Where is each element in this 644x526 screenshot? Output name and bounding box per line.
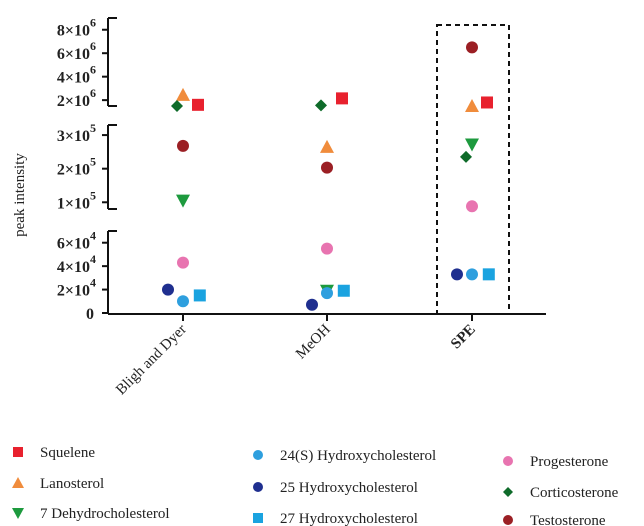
x-category-label: SPE — [448, 322, 479, 353]
legend-label: Lanosterol — [40, 476, 104, 492]
data-point — [337, 284, 350, 297]
legend-marker — [253, 513, 263, 523]
legend-marker — [253, 482, 263, 492]
legend-label: 27 Hydroxycholesterol — [280, 511, 418, 526]
x-category-label: Bligh and Dyer — [113, 322, 190, 399]
data-point — [466, 268, 478, 281]
legend-label: Corticosterone — [530, 485, 619, 501]
y-tick-label: 3×105 — [57, 121, 96, 145]
spe-highlight-box — [436, 24, 510, 315]
data-points — [162, 41, 495, 311]
data-point — [177, 295, 189, 308]
legend-label: Progesterone — [530, 454, 609, 470]
legend-label: Squelene — [40, 445, 95, 461]
legend: Squelene Lanosterol 7 Dehydrocholesterol 24… — [12, 445, 619, 526]
data-point — [321, 242, 333, 255]
y-tick-label: 2×104 — [57, 276, 96, 300]
y-tick-label: 8×106 — [57, 16, 96, 40]
y-tick-label: 6×106 — [57, 39, 96, 63]
legend-marker — [13, 447, 23, 457]
y-tick-label: 2×106 — [57, 86, 96, 110]
y-axis — [102, 17, 117, 314]
data-point — [177, 256, 189, 269]
data-point — [192, 98, 204, 111]
data-point — [466, 41, 478, 54]
y-axis-label: peak intensity — [12, 153, 28, 237]
legend-marker — [253, 450, 263, 460]
data-point — [306, 298, 318, 311]
data-point — [466, 200, 478, 213]
x-axis: Bligh and Dyer MeOH SPE — [108, 313, 546, 399]
x-category-label: MeOH — [293, 321, 334, 362]
data-point — [460, 150, 472, 163]
data-point — [177, 139, 189, 152]
legend-marker — [12, 508, 24, 519]
y-tick-label: 6×104 — [57, 229, 96, 253]
data-point — [176, 87, 190, 101]
legend-label: 25 Hydroxycholesterol — [280, 480, 418, 496]
data-point — [321, 161, 333, 174]
data-point — [193, 289, 206, 302]
data-point — [336, 92, 348, 105]
data-point — [320, 139, 334, 153]
legend-marker — [503, 456, 513, 466]
y-tick-label: 4×104 — [57, 252, 96, 276]
data-point — [321, 287, 333, 300]
data-point — [315, 99, 327, 112]
data-point — [481, 96, 493, 109]
data-point — [482, 268, 495, 281]
legend-label: Testosterone — [530, 513, 606, 526]
legend-marker — [503, 487, 513, 497]
y-tick-label: 4×106 — [57, 63, 96, 87]
legend-marker — [12, 477, 24, 488]
legend-label: 24(S) Hydroxycholesterol — [280, 448, 436, 464]
legend-marker — [503, 515, 513, 525]
data-point — [451, 268, 463, 281]
y-tick-label: 1×105 — [57, 188, 96, 212]
data-point — [162, 283, 174, 296]
data-point — [465, 99, 479, 112]
data-point — [171, 100, 183, 112]
legend-label: 7 Dehydrocholesterol — [40, 506, 170, 522]
y-tick-label: 0 — [86, 306, 94, 323]
data-point — [176, 194, 190, 208]
y-tick-label: 2×105 — [57, 155, 96, 179]
data-point — [465, 138, 479, 152]
